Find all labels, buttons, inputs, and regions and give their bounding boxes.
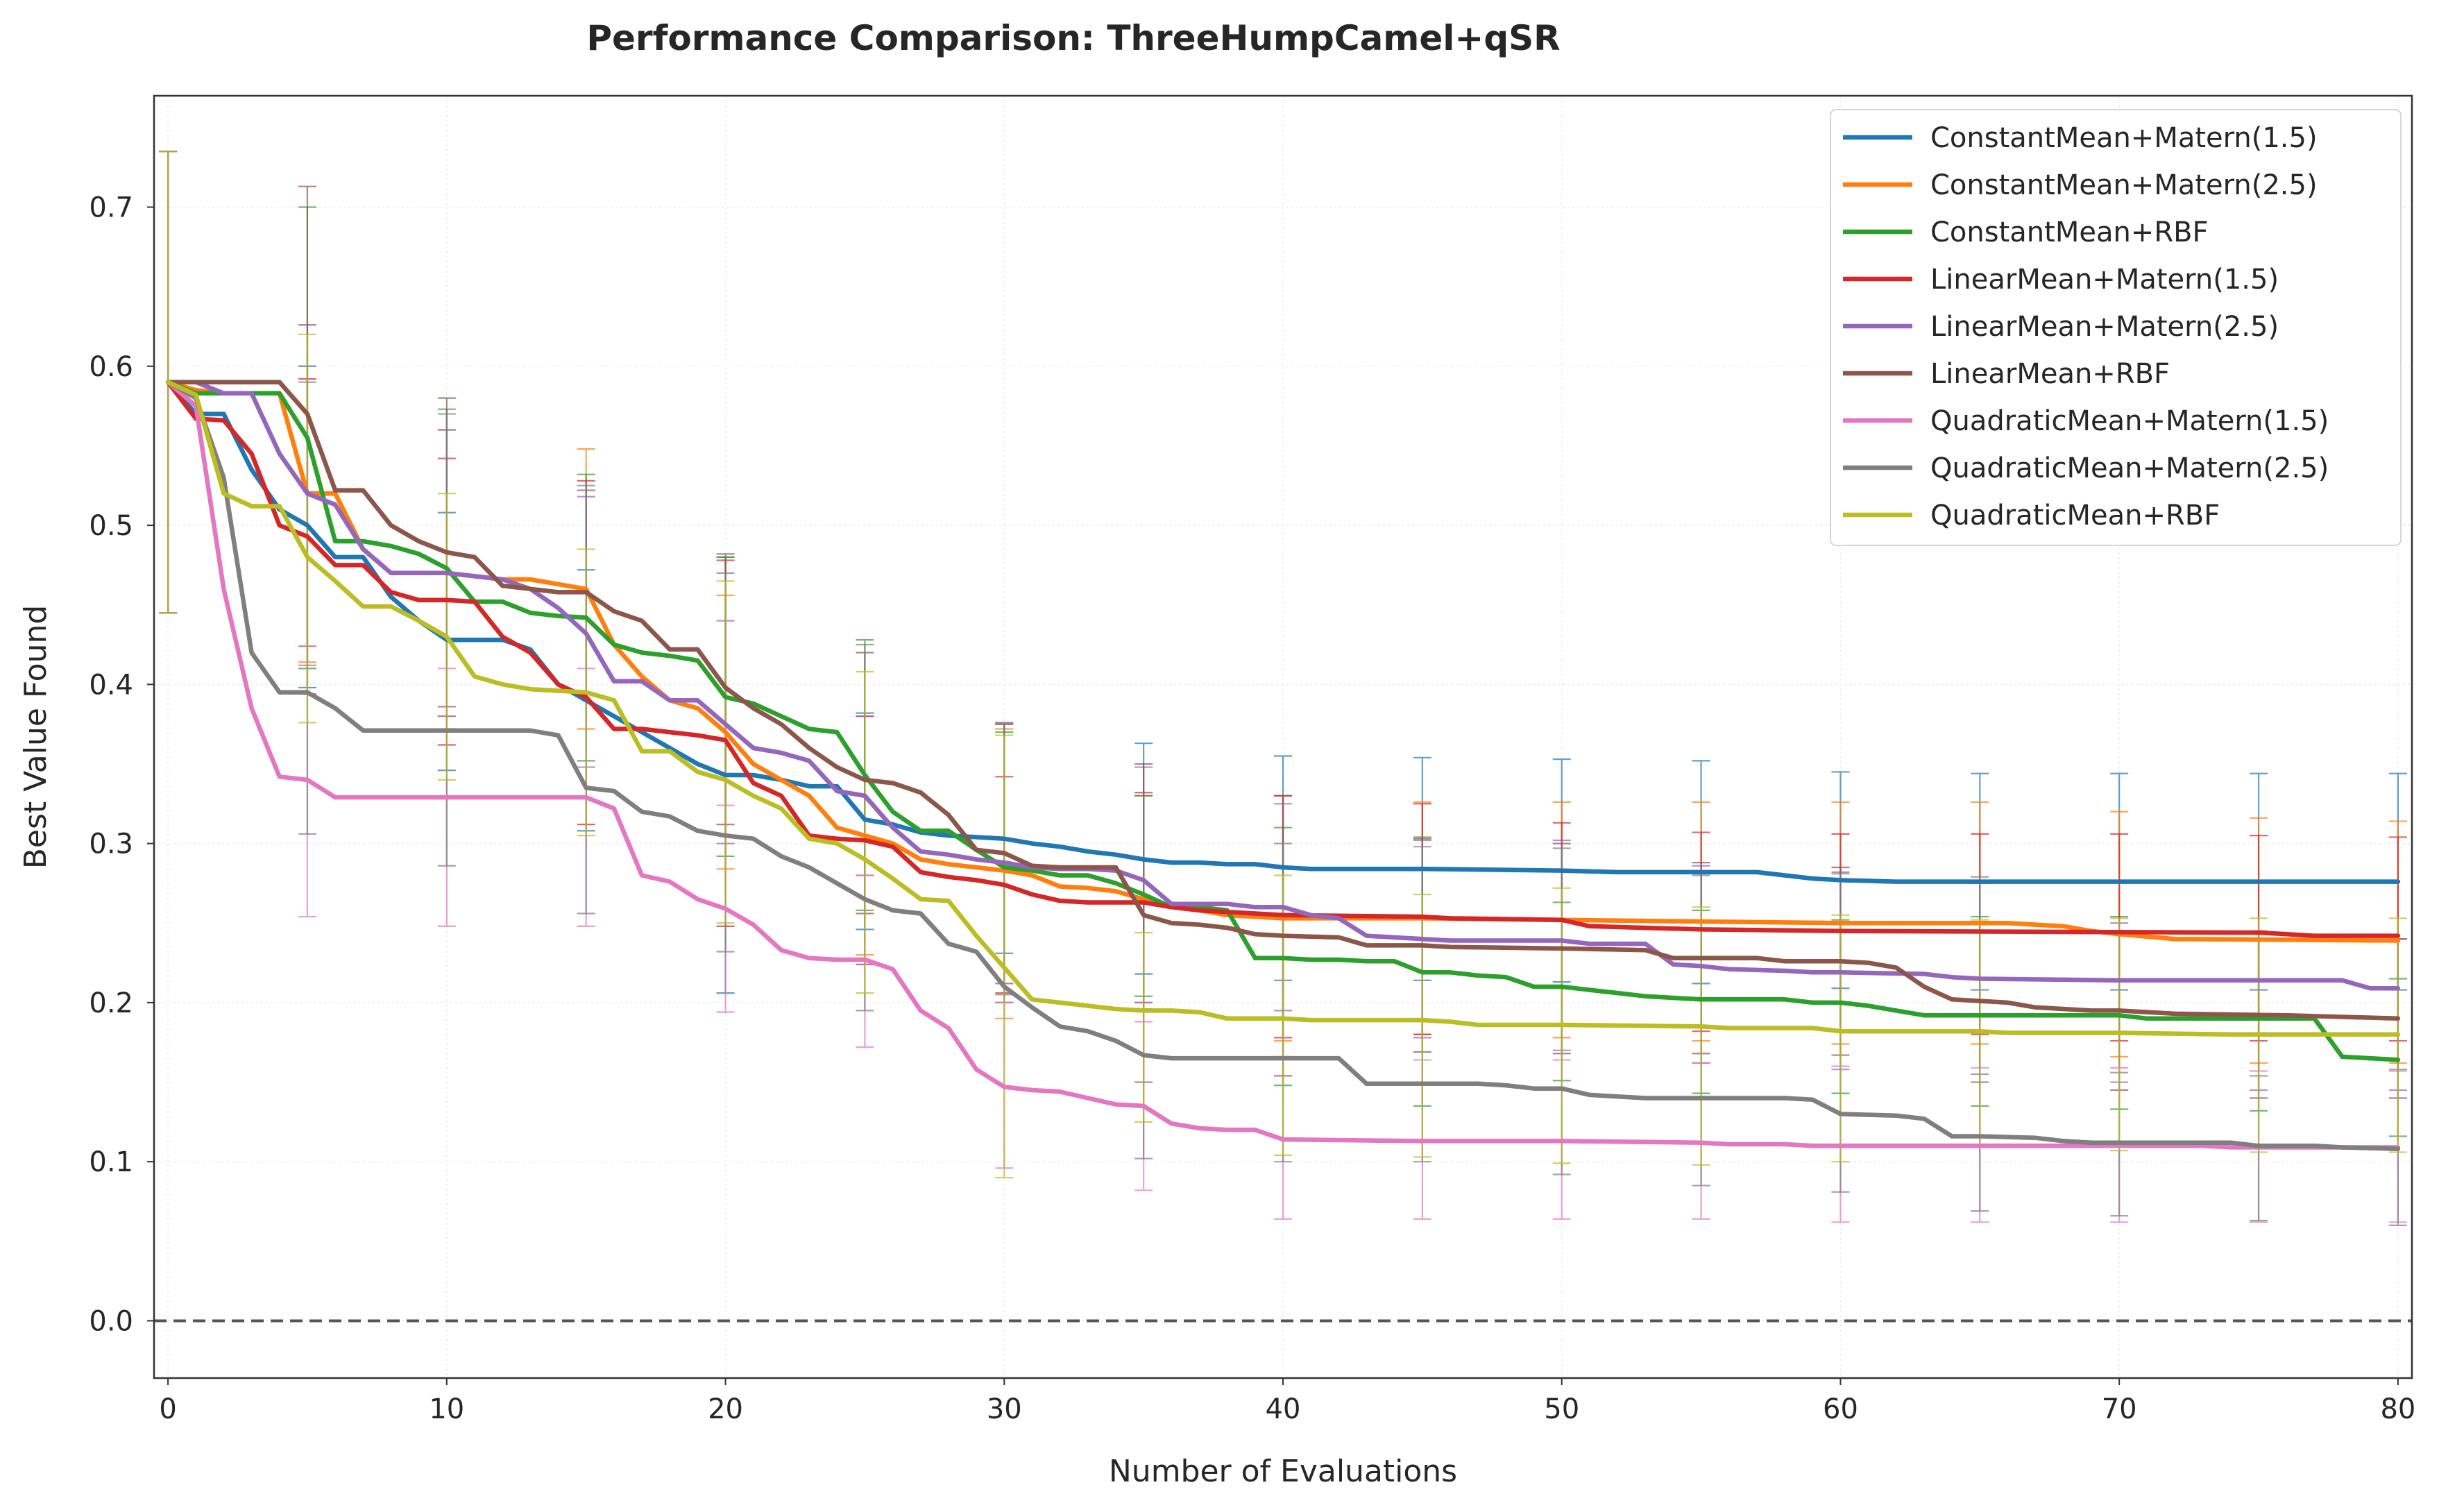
legend-item: ConstantMean+Matern(2.5): [1843, 169, 2318, 201]
series-line: [165, 380, 2401, 1150]
error-bar: [1831, 914, 1850, 1163]
y-axis-label: Best Value Found: [18, 605, 53, 869]
error-bar: [716, 580, 735, 924]
legend-label: ConstantMean+Matern(2.5): [1930, 169, 2318, 201]
legend-label: QuadraticMean+RBF: [1930, 500, 2220, 532]
legend-item: ConstantMean+RBF: [1843, 216, 2209, 248]
series-line: [165, 380, 2401, 1152]
error-bar: [995, 734, 1014, 1179]
legend-box: [1830, 109, 2402, 546]
x-tick-label: 50: [1544, 1393, 1579, 1425]
legend: ConstantMean+Matern(1.5) ConstantMean+Mat…: [1830, 109, 2402, 546]
y-tick-label: 0.4: [89, 669, 133, 701]
error-bar: [1134, 931, 1153, 1123]
x-tick-label: 20: [708, 1393, 743, 1425]
x-tick-label: 10: [429, 1393, 464, 1425]
legend-item: QuadraticMean+Matern(2.5): [1843, 452, 2329, 484]
error-bar: [1274, 874, 1292, 1157]
series-line: [165, 380, 2401, 1062]
legend-item: LinearMean+Matern(2.5): [1843, 311, 2279, 343]
y-tick-label: 0.6: [89, 351, 133, 383]
x-tick-label: 70: [2102, 1393, 2137, 1425]
legend-label: QuadraticMean+Matern(1.5): [1930, 405, 2329, 437]
legend-item: LinearMean+Matern(1.5): [1843, 264, 2279, 296]
legend-label: QuadraticMean+Matern(2.5): [1930, 452, 2329, 484]
y-axis-ticks: 0.0 0.1 0.2 0.3 0.4 0.5 0.6 0.7: [89, 192, 154, 1337]
error-bar: [1692, 906, 1710, 1166]
legend-item: ConstantMean+Matern(1.5): [1843, 122, 2318, 154]
legend-label: LinearMean+Matern(2.5): [1930, 311, 2279, 343]
x-tick-label: 0: [159, 1393, 176, 1425]
series-lines: [165, 380, 2401, 1152]
legend-label: ConstantMean+RBF: [1930, 216, 2209, 248]
series-line: [165, 380, 2401, 938]
series-line: [165, 380, 2401, 1021]
x-axis-label: Number of Evaluations: [1109, 1454, 1457, 1489]
y-tick-label: 0.3: [89, 829, 133, 860]
legend-label: LinearMean+Matern(1.5): [1930, 264, 2279, 296]
y-tick-label: 0.1: [89, 1146, 133, 1178]
x-tick-label: 30: [987, 1393, 1022, 1425]
legend-label: LinearMean+RBF: [1930, 358, 2170, 390]
series-line: [165, 380, 2401, 1037]
y-tick-label: 0.2: [89, 987, 133, 1019]
x-tick-label: 40: [1266, 1393, 1301, 1425]
y-tick-label: 0.0: [89, 1305, 133, 1337]
y-tick-label: 0.5: [89, 510, 133, 542]
legend-item: QuadraticMean+Matern(1.5): [1843, 405, 2329, 437]
x-axis-ticks: 0 10 20 30 40 50 60 70 80: [159, 1378, 2415, 1425]
error-bar: [856, 670, 874, 994]
y-tick-label: 0.7: [89, 192, 133, 223]
x-tick-label: 80: [2380, 1393, 2415, 1425]
chart-title: Performance Comparison: ThreeHumpCamel+q…: [586, 18, 1560, 58]
legend-item: QuadraticMean+RBF: [1843, 500, 2220, 532]
legend-label: ConstantMean+Matern(1.5): [1930, 122, 2318, 154]
series-line: [165, 380, 2401, 884]
legend-item: LinearMean+RBF: [1843, 358, 2170, 390]
x-tick-label: 60: [1823, 1393, 1858, 1425]
